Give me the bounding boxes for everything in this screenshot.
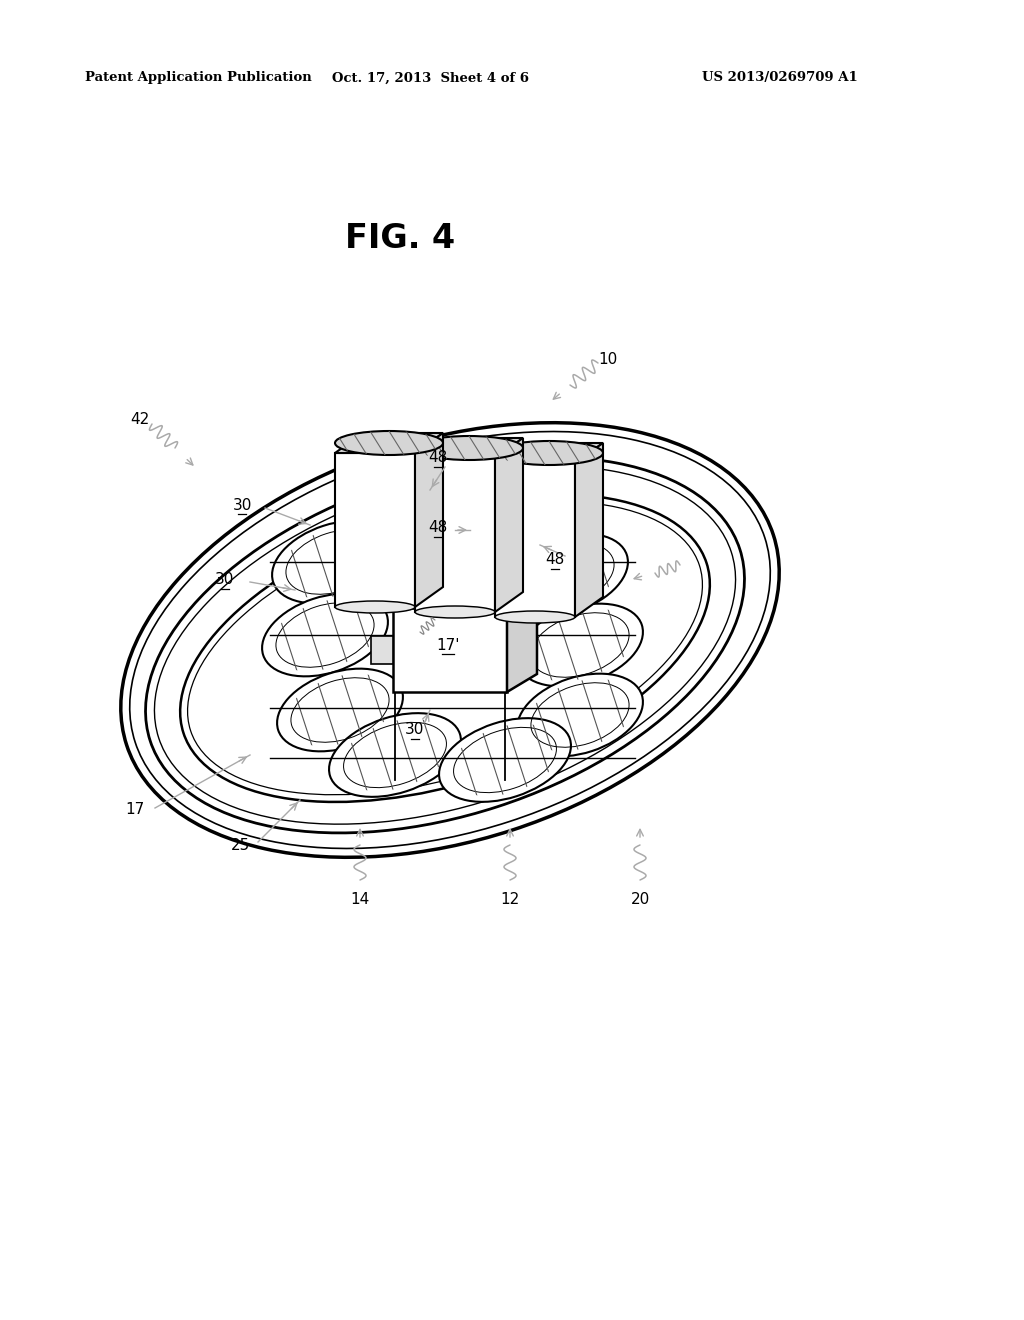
Polygon shape: [507, 590, 537, 692]
Ellipse shape: [272, 520, 398, 603]
Text: 20: 20: [631, 892, 649, 908]
Ellipse shape: [517, 673, 643, 756]
Text: 17': 17': [680, 553, 703, 568]
Polygon shape: [495, 463, 575, 616]
Polygon shape: [335, 433, 443, 453]
Polygon shape: [495, 444, 603, 463]
Ellipse shape: [415, 436, 523, 459]
Text: 10: 10: [598, 352, 617, 367]
Text: 17': 17': [436, 638, 460, 652]
Ellipse shape: [502, 533, 628, 616]
Ellipse shape: [335, 432, 443, 455]
Polygon shape: [415, 458, 495, 612]
Polygon shape: [575, 444, 603, 616]
Text: FIG. 4: FIG. 4: [345, 222, 455, 255]
Polygon shape: [393, 609, 507, 692]
Text: Patent Application Publication: Patent Application Publication: [85, 71, 311, 84]
Text: 30: 30: [215, 573, 234, 587]
Polygon shape: [415, 433, 443, 607]
Text: 48: 48: [546, 553, 564, 568]
Text: 30: 30: [232, 498, 252, 512]
Ellipse shape: [495, 441, 603, 465]
Ellipse shape: [145, 457, 744, 833]
Text: 12: 12: [501, 892, 519, 908]
Ellipse shape: [439, 718, 571, 801]
Ellipse shape: [329, 713, 461, 797]
Ellipse shape: [335, 601, 415, 612]
Polygon shape: [393, 590, 537, 609]
Text: 48: 48: [428, 450, 447, 466]
Ellipse shape: [495, 611, 575, 623]
Ellipse shape: [121, 422, 779, 857]
Ellipse shape: [262, 594, 388, 676]
Polygon shape: [415, 438, 523, 458]
Text: Oct. 17, 2013  Sheet 4 of 6: Oct. 17, 2013 Sheet 4 of 6: [332, 71, 528, 84]
Ellipse shape: [180, 494, 710, 803]
Text: 25: 25: [230, 837, 250, 853]
Text: 17: 17: [125, 803, 144, 817]
Polygon shape: [335, 453, 415, 607]
Text: 42: 42: [130, 412, 150, 428]
Ellipse shape: [415, 606, 495, 618]
Ellipse shape: [278, 669, 402, 751]
Text: 14: 14: [350, 892, 370, 908]
Polygon shape: [495, 438, 523, 612]
Polygon shape: [371, 636, 393, 664]
Text: 30: 30: [406, 722, 425, 738]
Ellipse shape: [517, 603, 643, 686]
Text: 48: 48: [428, 520, 447, 536]
Text: US 2013/0269709 A1: US 2013/0269709 A1: [702, 71, 858, 84]
